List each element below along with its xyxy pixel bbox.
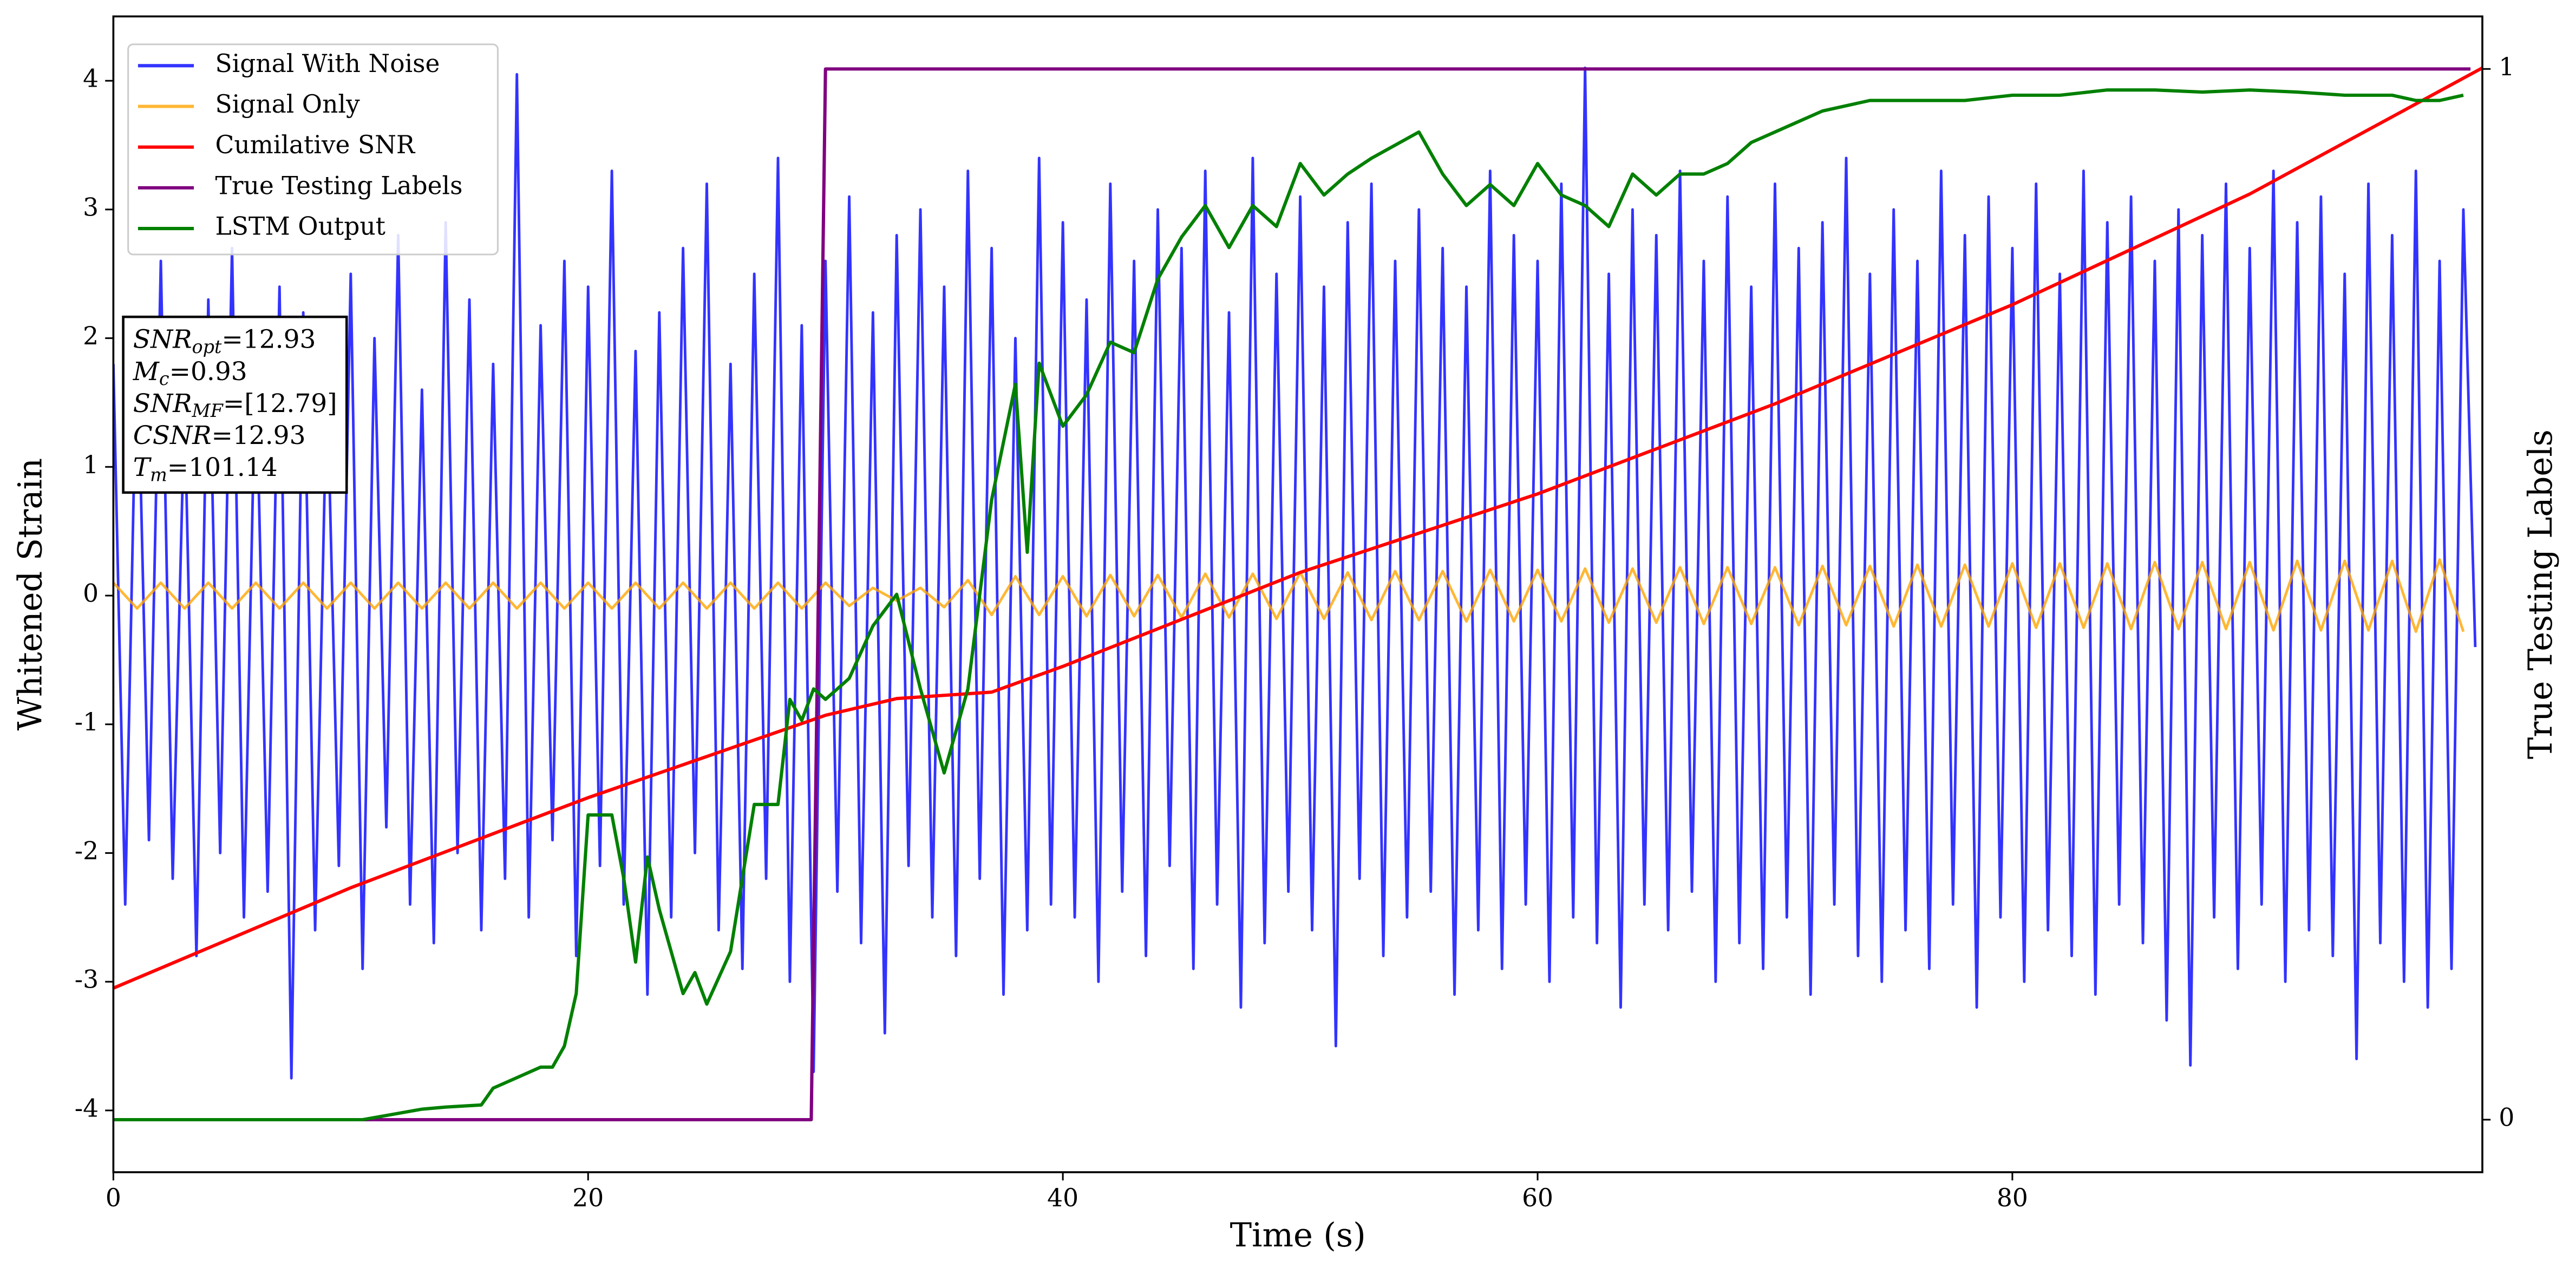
series-line xyxy=(113,66,2483,990)
annotation-symbol: SNR xyxy=(133,325,192,355)
annotation-symbol: M xyxy=(133,357,160,387)
y-tick-label: 0 xyxy=(83,579,99,608)
annotation-box: SNRopt=12.93Mc=0.93SNRMF=[12.79]CSNR=12.… xyxy=(122,315,348,494)
series-line xyxy=(113,67,2471,1122)
y-tick-label: -1 xyxy=(75,708,99,736)
plot-frame xyxy=(112,15,2483,1173)
y-tick-label: 4 xyxy=(83,64,99,93)
annotation-subscript: c xyxy=(159,368,169,389)
x-tick-label: 0 xyxy=(106,1184,121,1212)
legend-label: Signal Only xyxy=(215,90,360,119)
annotation-symbol: T xyxy=(133,453,152,482)
annotation-value: =0.93 xyxy=(169,357,247,387)
annotation-value: =101.14 xyxy=(167,453,278,482)
series-line xyxy=(113,88,2464,1122)
annotation-symbol: SNR xyxy=(133,389,192,419)
y-tick-label: 3 xyxy=(83,193,99,221)
annotation: Tm=101.14 xyxy=(133,453,278,485)
annotation: CSNR=12.93 xyxy=(133,421,306,450)
annotation-subscript: MF xyxy=(192,400,224,421)
legend: Signal With Noise Signal Only Cumilative S… xyxy=(127,43,499,256)
annotation-frame xyxy=(122,315,348,494)
annotation: Mc=0.93 xyxy=(133,357,247,389)
x-tick-label: 80 xyxy=(1997,1184,2028,1212)
legend-label: LSTM Output xyxy=(215,212,385,241)
legend-label: True Testing Labels xyxy=(215,171,463,200)
annotation-value: =[12.79] xyxy=(223,389,337,419)
y2-tick-label: 0 xyxy=(2499,1103,2514,1132)
series-line xyxy=(113,558,2465,633)
x-tick-label: 60 xyxy=(1522,1184,1553,1212)
y-tick-label: 1 xyxy=(83,450,99,479)
annotation: SNRopt=12.93 xyxy=(133,325,316,357)
legend-label: Cumilative SNR xyxy=(215,130,416,159)
annotation-symbol: CSNR xyxy=(133,421,212,450)
annotation: SNRMF=[12.79] xyxy=(133,389,337,421)
legend-box xyxy=(127,43,499,256)
y-tick-label: -3 xyxy=(75,965,99,994)
y-tick-label: -2 xyxy=(75,837,99,865)
annotation-value: =12.93 xyxy=(212,421,306,450)
x-tick-label: 20 xyxy=(572,1184,604,1212)
annotation-subscript: m xyxy=(150,464,167,485)
annotation-value: =12.93 xyxy=(221,325,316,355)
y-tick-label: 2 xyxy=(83,322,99,350)
annotation-subscript: opt xyxy=(192,336,222,357)
x-axis-label: Time (s) xyxy=(1230,1217,1366,1255)
legend-label: Signal With Noise xyxy=(215,49,440,78)
y2-tick-label: 1 xyxy=(2499,53,2514,81)
x-tick-label: 40 xyxy=(1047,1184,1078,1212)
y-tick-label: -4 xyxy=(75,1094,99,1122)
y-axis-label: Whitened Strain xyxy=(11,458,49,731)
series-line xyxy=(113,66,2477,1080)
y2-axis-label: True Testing Labels xyxy=(2522,429,2560,759)
